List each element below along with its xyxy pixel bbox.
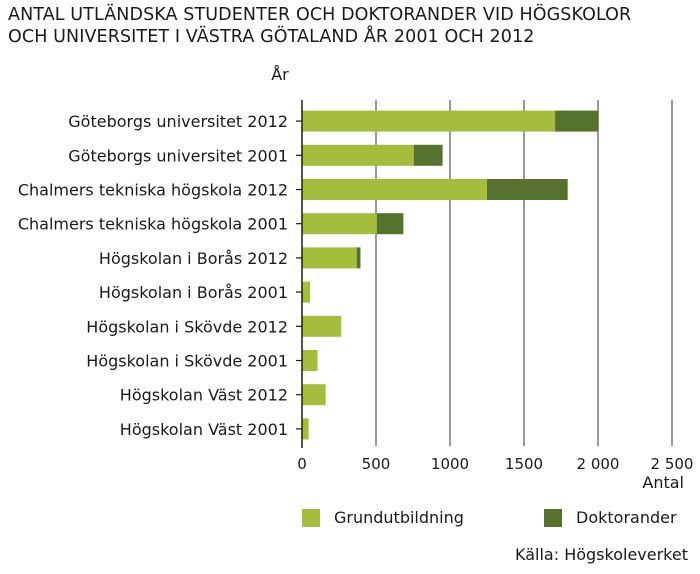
category-label: Högskolan i Borås 2012 [99,249,288,268]
category-label: Högskolan i Skövde 2012 [86,317,288,336]
x-tick-label: 2 000 [577,455,620,473]
bar-grundutbildning [302,350,318,371]
bar-grundutbildning [302,315,342,337]
legend-label-doktorander: Doktorander [576,508,677,527]
category-label: Högskolan i Skövde 2001 [86,352,288,371]
legend-swatch-doktorander [544,508,562,527]
source-note: Källa: Högskoleverket [515,545,688,564]
x-tick-label: 1500 [505,455,543,473]
category-label: Högskolan Väst 2001 [120,420,288,439]
x-tick-label: 500 [362,455,391,473]
bar-doktorander [555,110,599,132]
x-axis-title: Antal [642,473,684,492]
bar-grundutbildning [302,281,311,303]
x-tick-label: 1000 [431,455,469,473]
title-line-1: ANTAL UTLÄNDSKA STUDENTER OCH DOKTORANDE… [8,5,632,25]
x-tick-label: 2 500 [651,455,694,473]
bar-grundutbildning [302,144,414,166]
bar-doktorander [376,213,404,235]
bar-grundutbildning [302,179,487,200]
bar-doktorander [356,247,361,269]
legend-swatch-grundutbildning [302,508,320,527]
bar-grundutbildning [302,247,357,269]
legend-item-grundutbildning: Grundutbildning [302,508,464,527]
category-label: Göteborgs universitet 2001 [68,146,288,165]
category-label: Chalmers tekniska högskola 2012 [18,181,288,200]
title-line-2: OCH UNIVERSITET I VÄSTRA GÖTALAND ÅR 200… [8,27,535,47]
bar-doktorander [487,179,568,200]
category-label: Högskolan Väst 2012 [120,386,288,405]
chart-title: ANTAL UTLÄNDSKA STUDENTER OCH DOKTORANDE… [8,4,698,48]
category-label: Högskolan i Borås 2001 [99,283,288,302]
y-axis-title: År [271,65,289,84]
bar-grundutbildning [302,213,377,235]
category-label: Chalmers tekniska högskola 2001 [18,215,288,234]
legend-item-doktorander: Doktorander [544,508,677,527]
bar-grundutbildning [302,418,309,440]
x-tick-label: 0 [297,455,307,473]
legend-label-grundutbildning: Grundutbildning [334,508,464,527]
bar-doktorander [413,144,443,166]
bar-grundutbildning [302,110,556,132]
category-label: Göteborgs universitet 2012 [68,112,288,131]
bar-grundutbildning [302,384,326,406]
